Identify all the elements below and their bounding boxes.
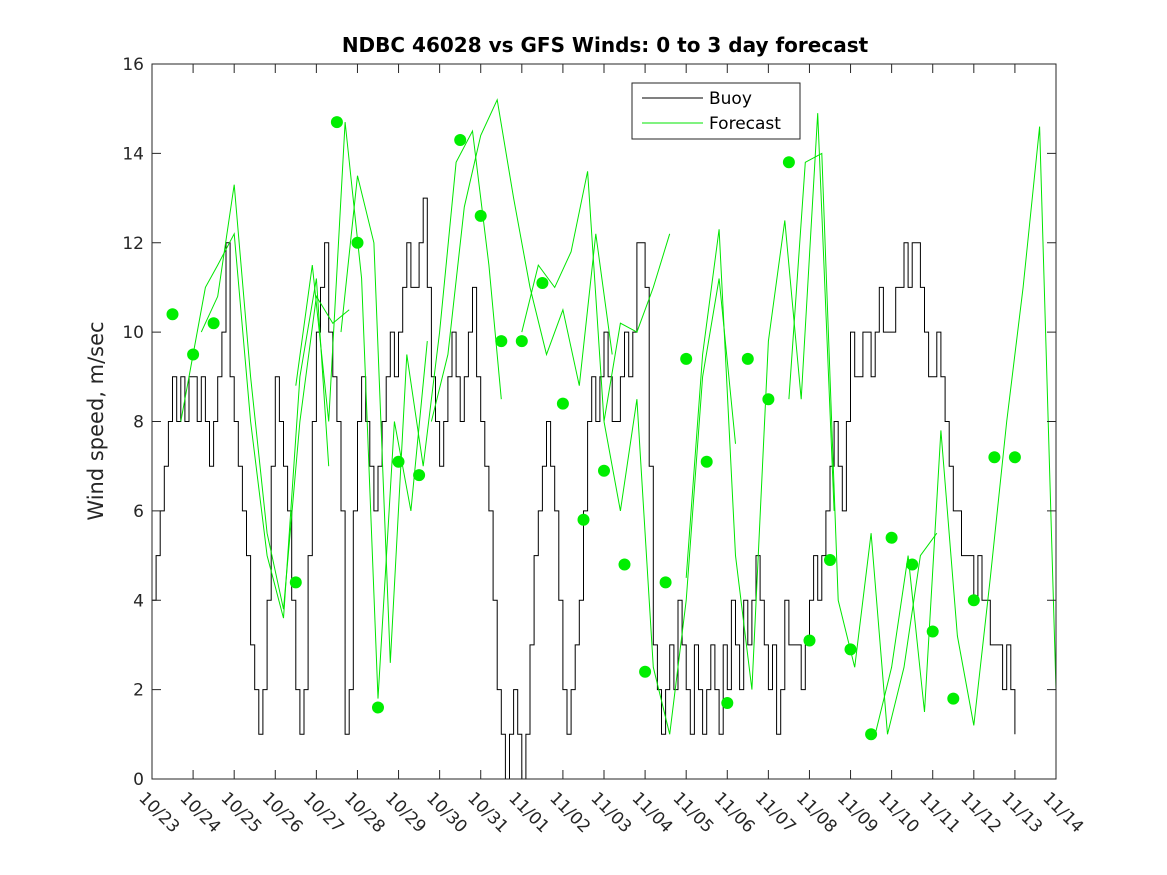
- legend-box: [631, 82, 801, 140]
- forecast-point-marker: [741, 352, 754, 365]
- y-tick-label: 10: [122, 323, 144, 343]
- y-tick-label: 12: [122, 234, 144, 254]
- forecast-series-line: [200, 184, 350, 610]
- forecast-point-marker: [659, 576, 672, 589]
- y-tick-label: 4: [133, 591, 144, 611]
- forecast-point-marker: [187, 348, 200, 361]
- forecast-point-marker: [372, 701, 384, 714]
- forecast-point-marker: [474, 209, 487, 222]
- forecast-point-marker: [844, 643, 857, 656]
- forecast-point-marker: [700, 455, 713, 468]
- forecast-point-marker: [926, 625, 939, 638]
- forecast-point-marker: [495, 335, 508, 348]
- forecast-point-marker: [906, 558, 919, 571]
- forecast-series-line: [430, 98, 613, 422]
- legend: Buoy Forecast: [631, 82, 801, 140]
- y-tick-label: 2: [133, 681, 144, 701]
- forecast-point-marker: [885, 531, 898, 544]
- plot-frame: [151, 63, 1057, 780]
- forecast-point-marker: [577, 513, 590, 526]
- forecast-point-marker: [639, 665, 652, 678]
- y-tick-label: 16: [122, 55, 144, 75]
- y-axis-label: Wind speed, m/sec: [84, 321, 108, 520]
- forecast-point-marker: [762, 393, 775, 406]
- forecast-point-marker: [166, 308, 179, 321]
- forecast-point-marker: [556, 397, 569, 410]
- plot-content: [152, 98, 1057, 780]
- forecast-point-marker: [289, 576, 302, 589]
- forecast-series-line: [685, 113, 835, 690]
- forecast-series-line: [603, 278, 736, 735]
- forecast-point-marker: [618, 558, 631, 571]
- forecast-point-marker: [392, 455, 405, 468]
- forecast-point-marker: [351, 236, 364, 249]
- chart-title: NDBC 46028 vs GFS Winds: 0 to 3 day fore…: [342, 33, 869, 57]
- forecast-point-marker: [865, 728, 878, 741]
- y-tick-label: 8: [133, 413, 144, 433]
- forecast-point-marker: [1008, 451, 1021, 464]
- forecast-point-marker: [680, 352, 693, 365]
- forecast-point-marker: [967, 594, 980, 607]
- y-tick-label: 14: [122, 144, 144, 164]
- forecast-series-line: [521, 171, 671, 422]
- forecast-point-marker: [207, 317, 220, 330]
- forecast-point-marker: [598, 464, 610, 477]
- forecast-series-line: [340, 129, 502, 663]
- forecast-point-marker: [782, 156, 795, 169]
- forecast-point-marker: [536, 277, 549, 289]
- forecast-series-line: [295, 122, 428, 699]
- forecast-point-marker: [515, 335, 528, 348]
- legend-label-forecast: Forecast: [709, 114, 781, 134]
- forecast-point-marker: [721, 697, 734, 709]
- forecast-series-line: [874, 126, 1057, 735]
- forecast-point-marker: [330, 116, 343, 129]
- forecast-point-marker: [413, 469, 426, 482]
- forecast-point-marker: [988, 451, 1001, 464]
- forecast-point-marker: [454, 134, 467, 146]
- forecast-series-line: [180, 232, 330, 619]
- forecast-point-marker: [947, 692, 960, 705]
- y-tick-label: 6: [133, 502, 144, 522]
- forecast-point-marker: [803, 634, 816, 647]
- forecast-series-line: [788, 152, 938, 735]
- legend-label-buoy: Buoy: [709, 89, 752, 109]
- forecast-series-layer: [180, 98, 1057, 735]
- y-tick-label: 0: [133, 770, 144, 790]
- forecast-point-marker: [824, 554, 836, 566]
- forecast-marker-layer: [166, 116, 1021, 741]
